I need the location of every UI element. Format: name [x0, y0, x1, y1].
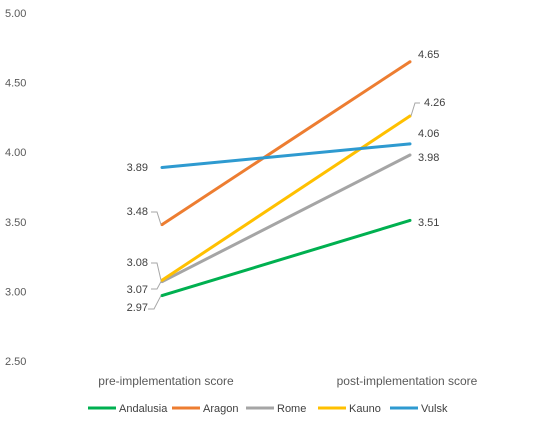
data-label-post-vulsk: 4.06: [418, 128, 439, 140]
legend-item-vulsk: Vulsk: [390, 403, 448, 415]
legend-item-kauno: Kauno: [318, 403, 381, 415]
legend-item-andalusia: Andalusia: [88, 403, 168, 415]
data-label-pre-rome: 3.07: [127, 284, 148, 296]
data-label-pre-aragon: 3.48: [127, 206, 148, 218]
y-tick-label: 3.50: [5, 217, 26, 229]
legend-label: Kauno: [349, 403, 381, 415]
data-label-pre-andalusia: 2.97: [127, 302, 148, 314]
x-category-label: pre-implementation score: [98, 374, 234, 388]
data-point-andalusia: [408, 218, 412, 222]
data-label-post-kauno: 4.26: [424, 97, 445, 109]
data-label-post-aragon: 4.65: [418, 49, 439, 61]
leader-line: [151, 281, 162, 290]
data-point-vulsk: [408, 142, 412, 146]
data-label-pre-kauno: 3.08: [127, 257, 148, 269]
data-labels: 2.97 3.48 3.07 3.08 3.89 3.51 4.65 3.98 4.26 4.06: [127, 49, 446, 314]
legend: Andalusia Aragon Rome Kauno Vulsk: [88, 403, 448, 415]
y-tick-label: 5.00: [5, 8, 26, 20]
y-axis: 2.50 3.00 3.50 4.00 4.50 5.00: [5, 8, 26, 368]
leader-line: [151, 262, 162, 281]
legend-label: Aragon: [203, 403, 238, 415]
data-label-post-andalusia: 3.51: [418, 217, 439, 229]
series-line-andalusia: [161, 218, 411, 298]
x-category-label: post-implementation score: [337, 374, 478, 388]
y-tick-label: 2.50: [5, 356, 26, 368]
data-label-pre-vulsk: 3.89: [127, 162, 148, 174]
legend-item-aragon: Aragon: [172, 403, 238, 415]
data-point-andalusia: [160, 294, 164, 298]
data-label-post-rome: 3.98: [418, 152, 439, 164]
data-point-vulsk: [160, 166, 164, 170]
series-line-aragon: [161, 60, 411, 226]
leader-line: [151, 211, 162, 225]
series-lines: [160, 60, 412, 298]
series-line-rome: [161, 153, 411, 283]
y-tick-label: 4.00: [5, 147, 26, 159]
data-point-rome: [408, 153, 412, 157]
legend-item-rome: Rome: [246, 403, 306, 415]
y-tick-label: 3.00: [5, 286, 26, 298]
series-line-vulsk: [161, 142, 411, 170]
legend-label: Rome: [277, 403, 306, 415]
legend-label: Vulsk: [421, 403, 448, 415]
leader-line: [410, 102, 420, 117]
data-point-aragon: [408, 60, 412, 64]
x-axis: pre-implementation score post-implementat…: [98, 374, 477, 388]
legend-label: Andalusia: [119, 403, 168, 415]
series-line-kauno: [161, 114, 411, 282]
leader-line: [148, 295, 162, 310]
y-tick-label: 4.50: [5, 78, 26, 90]
